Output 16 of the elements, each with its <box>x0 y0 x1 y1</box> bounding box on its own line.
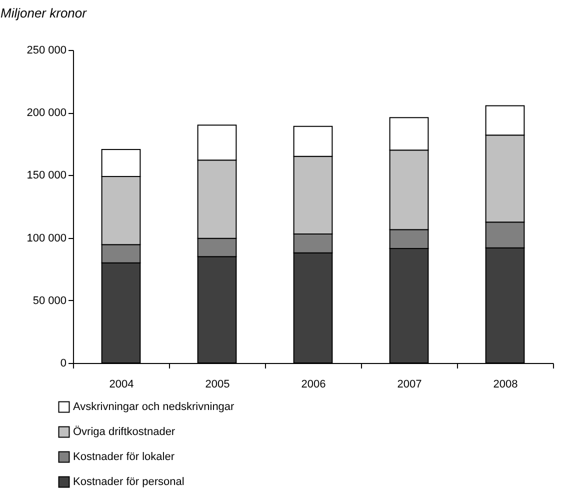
x-tick-label: 2004 <box>109 378 134 390</box>
y-tick-label: 100 000 <box>26 232 66 244</box>
x-tick-label: 2007 <box>397 378 422 390</box>
legend-label: Kostnader för personal <box>73 476 184 488</box>
y-tick-label: 250 000 <box>26 44 66 56</box>
y-tick-label: 50 000 <box>32 294 66 307</box>
legend-label: Kostnader för lokaler <box>73 451 175 463</box>
x-tick-label: 2006 <box>301 378 326 390</box>
y-tick-label: 150 000 <box>26 170 66 182</box>
y-tick-label: 200 000 <box>26 107 66 120</box>
x-tick-label: 2005 <box>205 378 230 390</box>
legend-label: Avskrivningar och nedskrivningar <box>73 401 235 413</box>
x-tick-label: 2008 <box>493 378 518 390</box>
legend-label: Övriga driftkostnader <box>73 425 176 438</box>
y-axis-title: Miljoner kronor <box>0 6 88 20</box>
y-tick-label: 0 <box>60 358 66 370</box>
